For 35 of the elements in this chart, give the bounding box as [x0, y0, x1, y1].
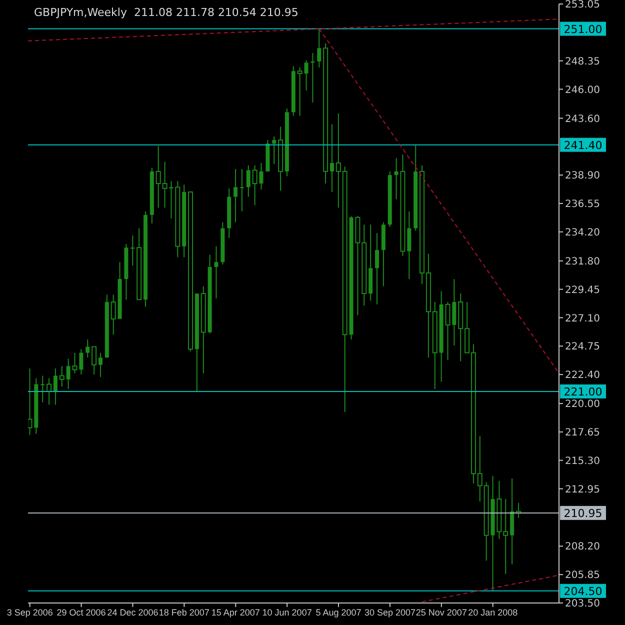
y-tick-label: 227.10 — [565, 313, 600, 324]
y-tick-label: 253.05 — [565, 0, 600, 11]
x-tick-label: 10 Jun 2007 — [262, 607, 312, 618]
y-tick-label: 222.40 — [565, 370, 600, 382]
y-tick-label: 208.20 — [565, 542, 600, 553]
y-tick-label: 236.55 — [565, 199, 600, 210]
y-tick-label: 243.60 — [565, 114, 600, 125]
x-tick-label: 24 Dec 2006 — [107, 607, 158, 618]
y-tick-label: 246.00 — [565, 84, 600, 96]
y-tick-label: 220.00 — [565, 399, 600, 410]
ref-line-label: 251.00 — [564, 22, 602, 36]
x-tick-label: 20 Jan 2008 — [468, 607, 518, 618]
x-tick-label: 5 Aug 2007 — [316, 607, 362, 618]
y-tick-label: 224.75 — [565, 342, 600, 353]
y-tick-label: 215.30 — [565, 456, 600, 467]
y-tick-label: 212.95 — [565, 484, 600, 496]
ref-line-label: 210.95 — [564, 506, 602, 520]
x-tick-label: 30 Sep 2007 — [364, 607, 416, 618]
y-tick-label: 229.45 — [565, 284, 600, 296]
x-tick-label: 15 Apr 2007 — [211, 607, 260, 618]
x-tick-label: 18 Feb 2007 — [158, 607, 210, 618]
x-tick-label: 25 Nov 2007 — [416, 607, 467, 618]
x-tick-label: 29 Oct 2006 — [56, 607, 106, 618]
ref-line-label: 204.50 — [564, 584, 602, 598]
y-tick-label: 231.80 — [565, 256, 600, 268]
ref-line-label: 221.00 — [564, 385, 602, 398]
y-tick-label: 203.50 — [565, 598, 600, 610]
y-tick-label: 248.35 — [565, 56, 600, 68]
y-tick-label: 238.90 — [565, 170, 600, 182]
y-tick-label: 217.65 — [565, 427, 600, 438]
chart-title: GBPJPYm,Weekly 211.08 211.78 210.54 210.95 — [34, 6, 298, 19]
y-tick-label: 234.20 — [565, 227, 600, 238]
ref-line-label: 241.40 — [564, 138, 602, 152]
y-tick-label: 205.85 — [565, 570, 600, 582]
x-tick-label: 3 Sep 2006 — [6, 607, 53, 618]
